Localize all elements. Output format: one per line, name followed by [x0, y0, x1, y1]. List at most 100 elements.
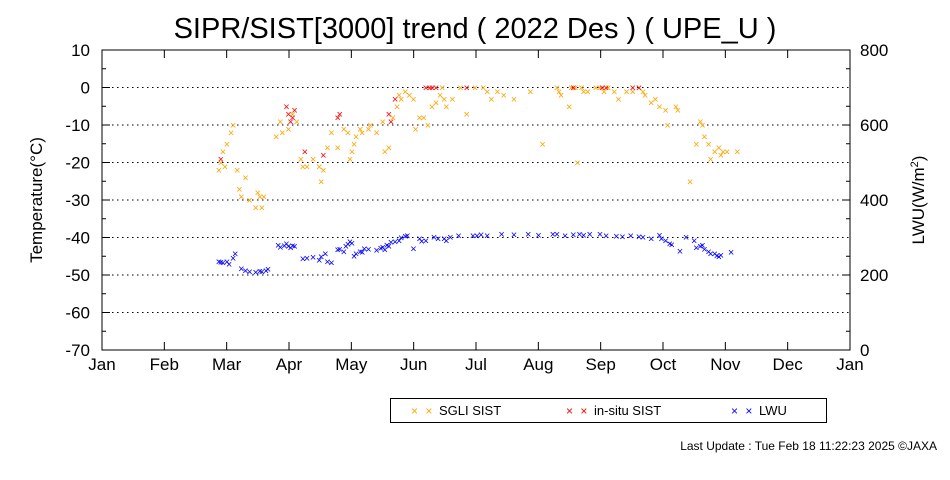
- y2-tick-label: 400: [860, 191, 888, 210]
- lwu-point: ×: [304, 253, 310, 265]
- sgli-sist-point: ×: [261, 191, 267, 203]
- sgli-sist-point: ×: [701, 131, 707, 143]
- sgli-sist-point: ×: [238, 191, 244, 203]
- sgli-sist-point: ×: [257, 191, 263, 203]
- lwu-point: ×: [562, 230, 568, 242]
- sgli-sist-point: ×: [310, 154, 316, 166]
- legend-item-insitu: × × in-situ SIST: [566, 403, 661, 418]
- lwu-point: ×: [337, 244, 343, 256]
- sgli-sist-point: ×: [597, 83, 603, 95]
- y2-tick-label: 200: [860, 266, 888, 285]
- x-tick-label: Jun: [400, 355, 427, 374]
- lwu-point: ×: [441, 234, 447, 246]
- sgli-sist-point: ×: [396, 90, 402, 102]
- in-situ-sist-point: ×: [636, 83, 642, 95]
- y-tick-label: -70: [65, 341, 90, 360]
- lwu-point: ×: [455, 231, 461, 243]
- lwu-point: ×: [310, 252, 316, 264]
- lwu-point: ×: [318, 252, 324, 264]
- sgli-sist-point: ×: [406, 90, 412, 102]
- sgli-sist-point: ×: [568, 83, 574, 95]
- sgli-sist-point: ×: [554, 83, 560, 95]
- y-tick-label: -50: [65, 266, 90, 285]
- sgli-sist-point: ×: [230, 120, 236, 132]
- sgli-sist-point: ×: [656, 101, 662, 113]
- sgli-sist-point: ×: [601, 86, 607, 98]
- lwu-point: ×: [662, 236, 668, 248]
- sgli-sist-point: ×: [345, 128, 351, 140]
- sgli-sist-point: ×: [716, 143, 722, 155]
- in-situ-sist-point: ×: [320, 150, 326, 162]
- lwu-point: ×: [300, 254, 306, 266]
- sgli-sist-point: ×: [675, 105, 681, 117]
- lwu-point: ×: [580, 230, 586, 242]
- sgli-sist-point: ×: [441, 94, 447, 106]
- lwu-point: ×: [380, 242, 386, 254]
- in-situ-sist-point: ×: [334, 113, 340, 125]
- sgli-sist-point: ×: [386, 143, 392, 155]
- sgli-sist-point: ×: [412, 124, 418, 136]
- sgli-sist-point: ×: [234, 165, 240, 177]
- lwu-point: ×: [220, 258, 226, 270]
- lwu-point: ×: [230, 253, 236, 265]
- in-situ-sist-point: ×: [599, 83, 605, 95]
- x-tick-label: Jul: [465, 355, 487, 374]
- in-situ-sist-point: ×: [291, 105, 297, 117]
- chart-title: SIPR/SIST[3000] trend ( 2022 Des ) ( UPE…: [174, 13, 777, 45]
- sgli-sist-point: ×: [367, 120, 373, 132]
- lwu-point: ×: [728, 247, 734, 259]
- sgli-sist-point: ×: [640, 86, 646, 98]
- sgli-sist-point: ×: [566, 101, 572, 113]
- sgli-sist-point: ×: [433, 98, 439, 110]
- x-tick-label: Apr: [276, 355, 303, 374]
- sgli-sist-point: ×: [699, 120, 705, 132]
- lwu-point: ×: [656, 230, 662, 242]
- in-situ-sist-point: ×: [603, 83, 609, 95]
- y-tick-label: -20: [65, 154, 90, 173]
- chart-legend: × × SGLI SIST × × in-situ SIST × × LWU: [390, 398, 827, 423]
- lwu-point: ×: [351, 251, 357, 263]
- lwu-point: ×: [353, 249, 359, 261]
- lwu-point: ×: [587, 229, 593, 241]
- lwu-point: ×: [410, 243, 416, 255]
- sgli-sist-point: ×: [228, 128, 234, 140]
- lwu-point: ×: [550, 229, 556, 241]
- x-tick-label: Jan: [836, 355, 863, 374]
- sgli-sist-point: ×: [593, 83, 599, 95]
- lwu-point: ×: [697, 241, 703, 253]
- sgli-sist-point: ×: [425, 120, 431, 132]
- sgli-sist-point: ×: [578, 83, 584, 95]
- in-situ-sist-point: ×: [283, 101, 289, 113]
- lwu-point: ×: [232, 248, 238, 260]
- sgli-sist-point: ×: [648, 98, 654, 110]
- y-tick-label: -40: [65, 229, 90, 248]
- x-tick-label: Feb: [150, 355, 179, 374]
- lwu-point: ×: [349, 238, 355, 250]
- lwu-point: ×: [396, 236, 402, 248]
- sgli-sist-point: ×: [449, 94, 455, 106]
- sgli-sist-point: ×: [664, 120, 670, 132]
- sgli-sist-point: ×: [349, 146, 355, 158]
- sgli-sist-point: ×: [500, 90, 506, 102]
- sgli-sist-point: ×: [293, 116, 299, 128]
- lwu-point: ×: [640, 232, 646, 244]
- sgli-sist-point: ×: [402, 86, 408, 98]
- sgli-sist-point: ×: [464, 109, 470, 121]
- sgli-sist-point: ×: [416, 113, 422, 125]
- sgli-sist-point: ×: [724, 146, 730, 158]
- sgli-sist-point: ×: [324, 143, 330, 155]
- sgli-sist-point: ×: [373, 128, 379, 140]
- lwu-marker-icon: × ×: [731, 404, 755, 418]
- in-situ-sist-point: ×: [302, 146, 308, 158]
- sgli-sist-point: ×: [488, 94, 494, 106]
- sgli-sist-point: ×: [574, 158, 580, 170]
- sgli-sist-point: ×: [539, 139, 545, 151]
- sgli-sist-point: ×: [480, 83, 486, 95]
- lwu-point: ×: [431, 232, 437, 244]
- lwu-point: ×: [287, 242, 293, 254]
- sgli-sist-point: ×: [615, 94, 621, 106]
- lwu-point: ×: [707, 248, 713, 260]
- lwu-point: ×: [603, 230, 609, 242]
- sgli-sist-point: ×: [398, 94, 404, 106]
- sgli-sist-point: ×: [443, 101, 449, 113]
